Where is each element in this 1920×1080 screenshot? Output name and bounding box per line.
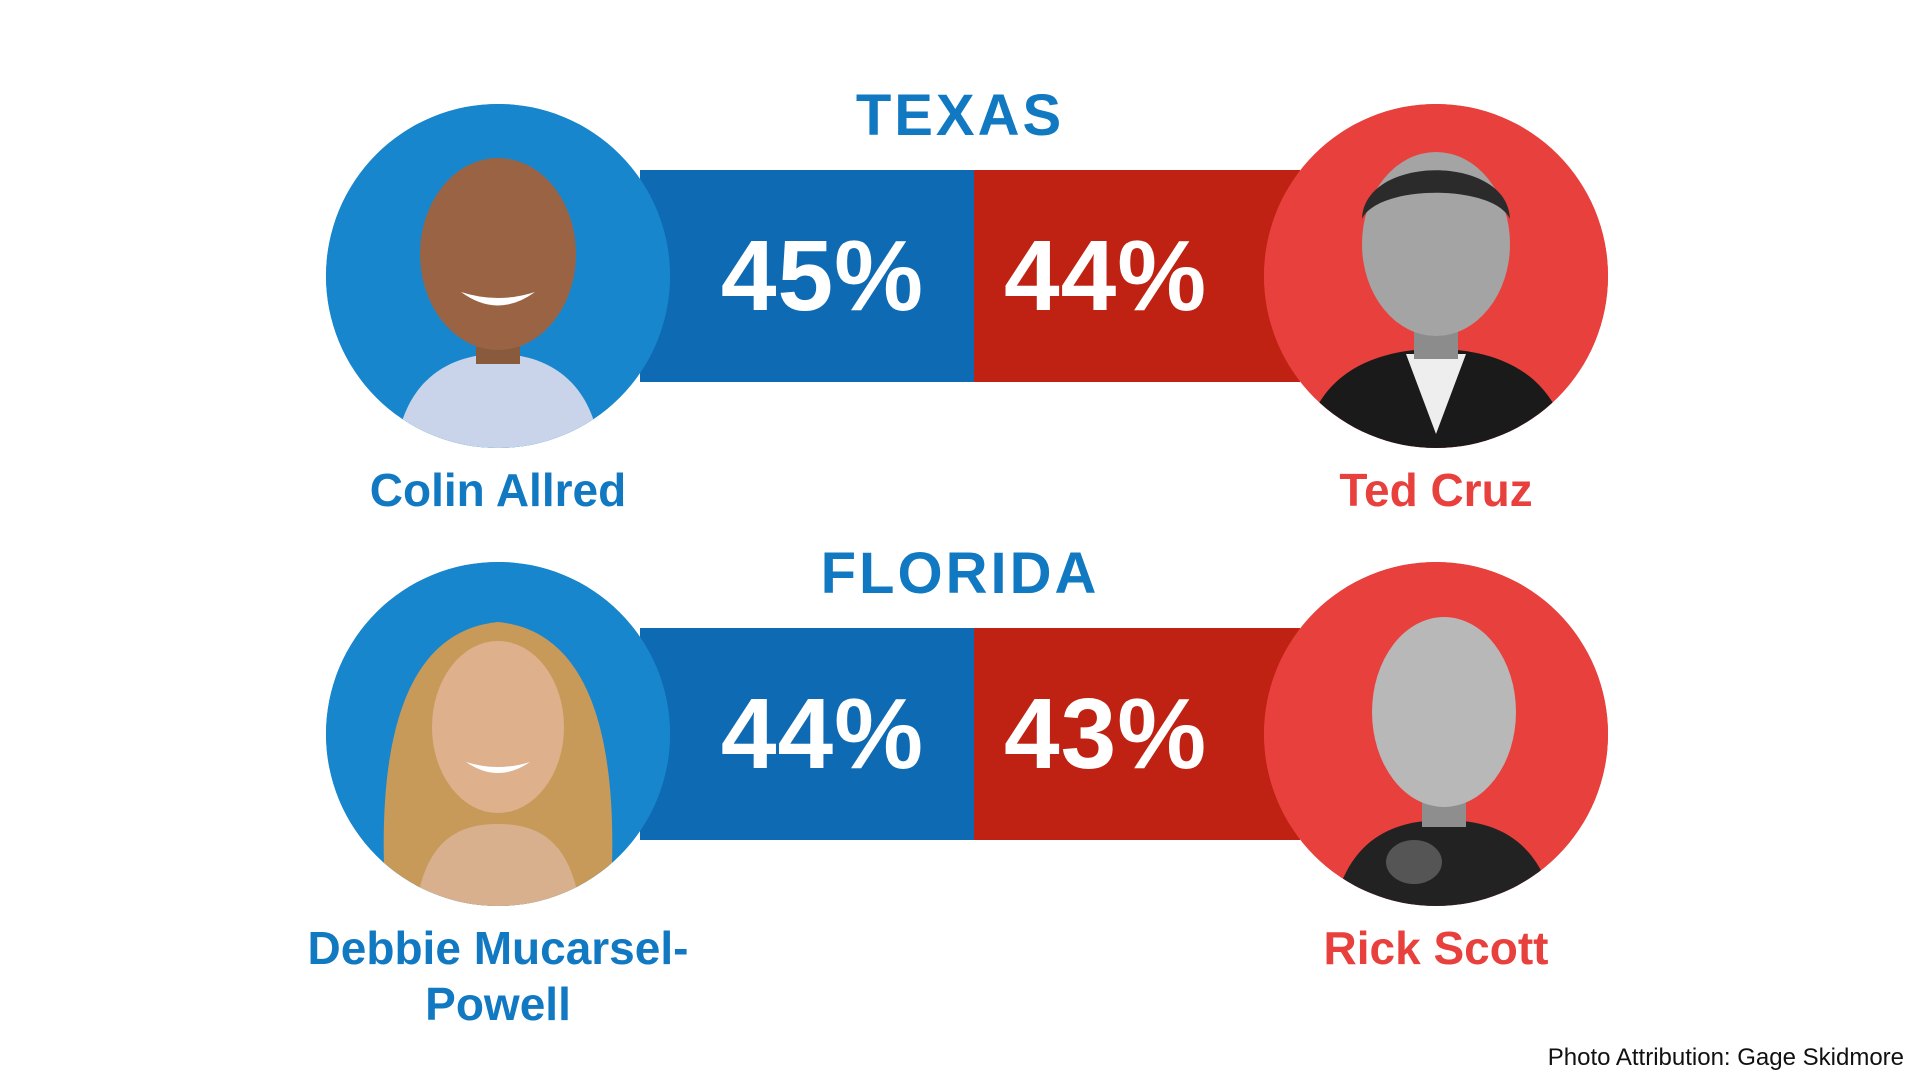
dem-percent-label: 45% xyxy=(720,220,924,332)
dem-candidate-photo xyxy=(326,104,670,448)
rep-percent-label: 44% xyxy=(1004,220,1208,332)
photo-attribution: Photo Attribution: Gage Skidmore xyxy=(1547,1044,1904,1071)
rep-candidate-photo xyxy=(1264,562,1608,906)
dem-bar: 44% xyxy=(640,628,974,840)
rep-bar: 43% xyxy=(974,628,1300,840)
state-title: FLORIDA xyxy=(820,541,1100,606)
dem-bar: 45% xyxy=(640,170,974,382)
race-florida: FLORIDA 44% 43% Debbie Mucarsel-Powell R… xyxy=(0,541,1920,1030)
dem-candidate-photo xyxy=(326,562,670,906)
rep-candidate-name: Rick Scott xyxy=(1323,922,1549,974)
race-texas: TEXAS 45% 44% Colin Allred Ted Cruz xyxy=(0,83,1920,540)
rep-candidate-photo xyxy=(1264,104,1608,448)
dem-percent-label: 44% xyxy=(720,678,924,790)
state-title: TEXAS xyxy=(855,83,1065,148)
rep-percent-label: 43% xyxy=(1004,678,1208,790)
dem-candidate-name: Colin Allred xyxy=(369,464,627,516)
rep-bar: 44% xyxy=(974,170,1300,382)
dem-candidate-name: Debbie Mucarsel-Powell xyxy=(307,922,689,1030)
rep-candidate-name: Ted Cruz xyxy=(1339,464,1533,516)
